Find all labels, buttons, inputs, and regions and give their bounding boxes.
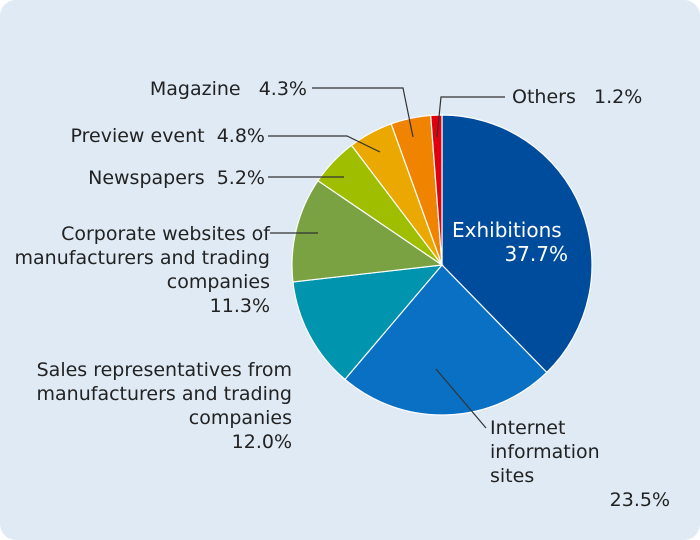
label-internet: Internet information sites 23.5% bbox=[490, 417, 670, 511]
leader-line-internet bbox=[435, 368, 487, 429]
leader-line-preview bbox=[268, 135, 381, 153]
label-corporate: Corporate websites of manufacturers and … bbox=[14, 223, 270, 317]
leader-line-magazine bbox=[312, 87, 414, 138]
pie-slice-7 bbox=[430, 114, 443, 266]
label-others: Others 1.2% bbox=[512, 86, 643, 108]
label-magazine: Magazine 4.3% bbox=[149, 78, 307, 100]
pie-slice-2 bbox=[292, 264, 444, 381]
leader-line-others bbox=[436, 96, 505, 138]
label-newspapers: Newspapers 5.2% bbox=[88, 167, 265, 189]
pie-slice-0 bbox=[441, 114, 593, 374]
pie-slice-3 bbox=[291, 179, 444, 283]
pie-slice-1 bbox=[344, 264, 548, 416]
label-preview: Preview event 4.8% bbox=[70, 125, 266, 147]
label-sales: Sales representatives from manufacturers… bbox=[36, 359, 292, 453]
label-exhibitions: Exhibitions 37.7% bbox=[452, 218, 568, 266]
